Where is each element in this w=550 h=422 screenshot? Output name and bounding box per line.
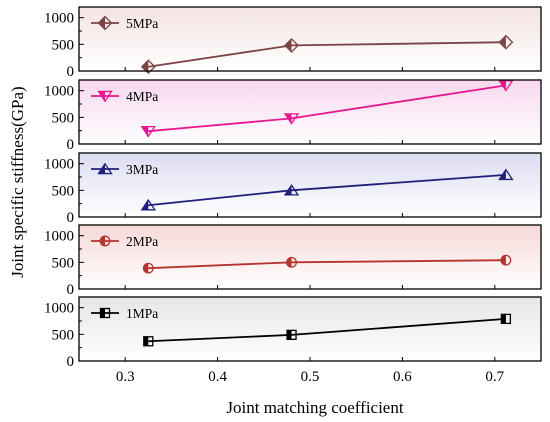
legend-label: 3MPa [126, 162, 158, 177]
panel-frame [78, 152, 542, 218]
data-point [498, 34, 514, 50]
x-axis: 0.3 0.4 0.5 0.6 0.7 [116, 369, 505, 385]
y-axis-title: Joint specific stiffness(GPa) [8, 86, 27, 277]
y-tick-label: 0 [67, 64, 75, 80]
panel-frame [78, 6, 542, 72]
data-point [286, 256, 297, 268]
panel-1MPa: 0 500 1000 1MPa [44, 296, 542, 370]
panel-background [79, 7, 541, 71]
panel-2MPa: 0 500 1000 2MPa [44, 224, 542, 298]
y-tick-label: 1000 [44, 301, 74, 317]
x-axis-title: Joint matching coefficient [226, 398, 403, 417]
panel-5MPa: 0 500 1000 5MPa [44, 6, 542, 80]
y-tick-label: 500 [52, 255, 75, 271]
x-tick-label: 0.7 [485, 369, 504, 385]
data-point [498, 80, 514, 92]
legend-label: 5MPa [126, 16, 158, 31]
data-point [498, 168, 514, 181]
data-point [286, 329, 297, 341]
y-tick-label: 500 [52, 183, 75, 199]
panel-frame [78, 79, 542, 145]
x-tick-label: 0.3 [116, 369, 135, 385]
y-tick-label: 1000 [44, 157, 74, 173]
y-tick-label: 0 [67, 137, 75, 153]
panel-3MPa: 0 500 1000 3MPa [44, 152, 542, 226]
legend-marker [97, 162, 113, 175]
y-tick-label: 0 [67, 282, 75, 298]
legend-5MPa: 5MPa [91, 15, 158, 31]
data-point [140, 198, 157, 211]
panel-frame [78, 224, 542, 290]
data-point [283, 113, 300, 125]
y-tick-label: 500 [52, 37, 75, 53]
y-tick-label: 500 [52, 327, 75, 343]
legend-marker [99, 235, 111, 247]
data-point [140, 59, 156, 75]
panel-background [79, 225, 541, 289]
x-tick-label: 0.6 [393, 369, 412, 385]
data-point [284, 37, 299, 53]
data-point [142, 262, 154, 274]
legend-label: 4MPa [126, 89, 158, 104]
legend-2MPa: 2MPa [91, 234, 158, 249]
y-tick-label: 0 [67, 210, 75, 226]
legend-1MPa: 1MPa [91, 306, 158, 321]
panel-background [79, 80, 541, 144]
legend-3MPa: 3MPa [91, 162, 158, 177]
data-point [500, 254, 512, 266]
panels-layer: 0 500 1000 5MPa 0 500 1000 4MPa 0 500 1000 3MPa 0 500… [44, 6, 542, 370]
legend-label: 2MPa [126, 234, 158, 249]
y-tick-label: 1000 [44, 11, 74, 27]
data-point [143, 336, 154, 347]
y-tick-label: 500 [52, 110, 75, 126]
y-tick-label: 1000 [44, 84, 74, 100]
panel-background [79, 297, 541, 361]
legend-marker [97, 15, 113, 31]
data-point [283, 183, 300, 196]
x-tick-label: 0.4 [208, 369, 227, 385]
data-point [500, 313, 512, 325]
panel-4MPa: 0 500 1000 4MPa [44, 79, 542, 153]
panel-frame [78, 296, 542, 362]
y-tick-label: 0 [67, 354, 75, 370]
panel-background [79, 153, 541, 217]
legend-marker [97, 90, 113, 103]
data-point [140, 126, 157, 138]
y-tick-label: 1000 [44, 229, 74, 245]
legend-marker [99, 307, 111, 319]
legend-label: 1MPa [126, 306, 158, 321]
legend-4MPa: 4MPa [91, 89, 158, 104]
x-tick-label: 0.5 [301, 369, 320, 385]
